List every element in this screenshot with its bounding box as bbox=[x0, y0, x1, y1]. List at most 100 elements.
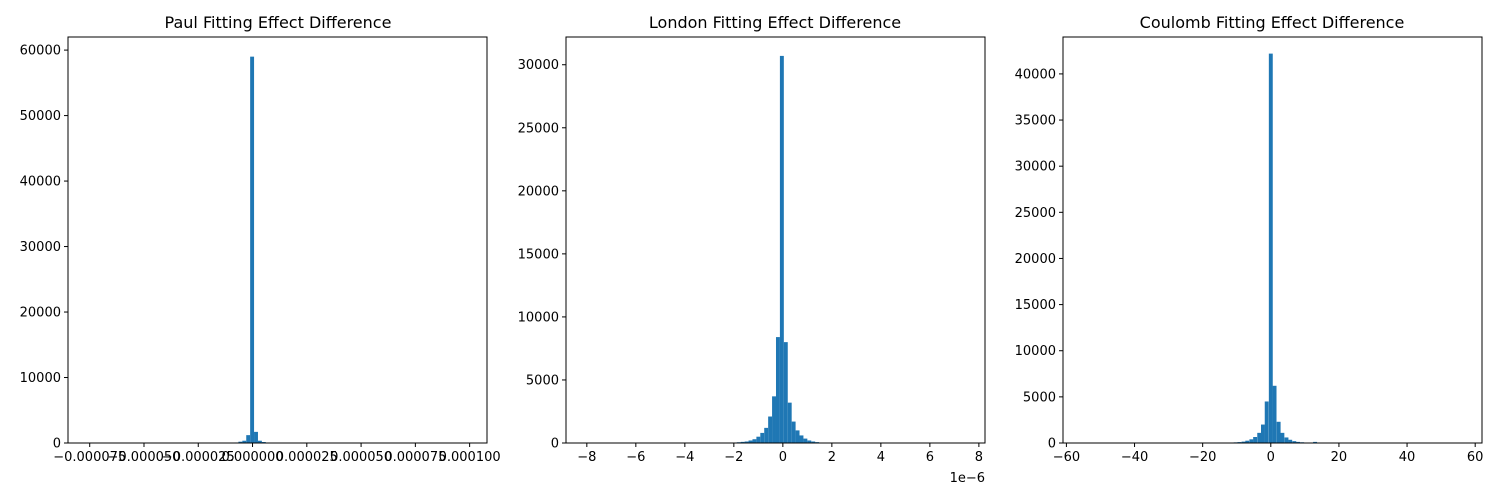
coulomb-y-tick-label: 30000 bbox=[1015, 160, 1056, 175]
coulomb-x-tick-label: −40 bbox=[1121, 450, 1148, 465]
paul-y-tick-label: 10000 bbox=[20, 371, 61, 386]
london-bar-17 bbox=[795, 430, 800, 443]
coulomb-x-tick-label: 0 bbox=[1267, 450, 1275, 465]
coulomb-bar-4 bbox=[1245, 440, 1250, 443]
london-x-axis-ticks: −8 −6 −4 −2 0 2 4 6 8 bbox=[577, 443, 983, 465]
coulomb-bar-10 bbox=[1268, 53, 1273, 444]
paul-bar-6 bbox=[257, 440, 262, 443]
london-x-tick-label: 8 bbox=[975, 450, 983, 465]
paul-histogram-panel: Paul Fitting Effect Difference −0.000075… bbox=[20, 13, 501, 465]
london-x-tick-label: −6 bbox=[626, 450, 645, 465]
paul-bar-3 bbox=[246, 435, 251, 443]
paul-x-axis-ticks: −0.000075−0.000050−0.0000250.0000000.000… bbox=[53, 443, 501, 465]
paul-y-tick-label: 20000 bbox=[20, 306, 61, 321]
london-x-tick-label: 4 bbox=[877, 450, 885, 465]
paul-x-tick-label: 0.000075 bbox=[384, 450, 446, 465]
paul-x-tick-label: −0.000050 bbox=[108, 450, 181, 465]
coulomb-x-tick-label: 40 bbox=[1399, 450, 1416, 465]
coulomb-bar-5 bbox=[1249, 439, 1254, 443]
london-y-axis-ticks: 0 5000 10000 15000 20000 25000 30000 bbox=[518, 58, 566, 452]
london-x-tick-label: 2 bbox=[828, 450, 836, 465]
london-x-tick-label: −4 bbox=[675, 450, 694, 465]
paul-y-tick-label: 60000 bbox=[20, 44, 61, 59]
london-chart-title: London Fitting Effect Difference bbox=[649, 13, 901, 32]
paul-y-tick-label: 40000 bbox=[20, 175, 61, 190]
london-bar-16 bbox=[791, 421, 796, 443]
paul-plot-frame bbox=[67, 36, 488, 444]
london-x-tick-label: −2 bbox=[724, 450, 743, 465]
coulomb-y-axis-ticks: 0 5000 10000 15000 20000 25000 30000 35000 40000 bbox=[1015, 67, 1063, 452]
coulomb-bar-15 bbox=[1288, 439, 1293, 443]
coulomb-plot-frame bbox=[1062, 36, 1483, 444]
coulomb-y-tick-label: 35000 bbox=[1015, 114, 1056, 129]
london-bar-11 bbox=[772, 396, 776, 443]
paul-y-axis-ticks: 0 10000 20000 30000 40000 50000 60000 bbox=[20, 44, 68, 452]
london-plot-frame bbox=[565, 36, 986, 444]
london-bar-20 bbox=[807, 440, 812, 443]
london-bar-7 bbox=[756, 436, 761, 443]
paul-y-tick-label: 50000 bbox=[20, 109, 61, 124]
coulomb-y-tick-label: 40000 bbox=[1015, 67, 1056, 82]
london-bar-18 bbox=[799, 435, 804, 443]
london-histogram-panel: London Fitting Effect Difference −8 −6 −4−… bbox=[518, 13, 986, 486]
coulomb-bar-17 bbox=[1296, 441, 1301, 443]
coulomb-bar-6 bbox=[1253, 437, 1258, 443]
london-bar-10 bbox=[768, 416, 773, 443]
london-bar-21 bbox=[811, 441, 816, 443]
paul-x-tick-label: 0.000050 bbox=[330, 450, 392, 465]
paul-bar-4 bbox=[250, 56, 255, 444]
london-bar-8 bbox=[760, 432, 765, 443]
paul-x-tick-label: 0.000000 bbox=[222, 450, 284, 465]
london-bar-9 bbox=[764, 427, 769, 443]
coulomb-y-tick-label: 25000 bbox=[1015, 206, 1056, 221]
coulomb-chart-title: Coulomb Fitting Effect Difference bbox=[1140, 13, 1405, 32]
coulomb-bar-11 bbox=[1272, 385, 1277, 443]
london-bar-4 bbox=[744, 441, 749, 443]
coulomb-bar-14 bbox=[1284, 437, 1289, 443]
london-x-tick-label: −8 bbox=[577, 450, 596, 465]
coulomb-y-tick-label: 0 bbox=[1048, 437, 1056, 452]
paul-chart-title: Paul Fitting Effect Difference bbox=[165, 13, 392, 32]
london-bar-15 bbox=[787, 402, 792, 443]
london-bar-3 bbox=[740, 441, 745, 443]
paul-x-tick-label: −0.000075 bbox=[53, 450, 126, 465]
coulomb-bar-9 bbox=[1264, 401, 1269, 443]
london-bar-19 bbox=[803, 438, 808, 443]
coulomb-y-tick-label: 5000 bbox=[1023, 390, 1056, 405]
coulomb-x-axis-ticks: −60 −40 −20 0 20 40 60 bbox=[1053, 443, 1483, 465]
london-bar-6 bbox=[752, 439, 757, 443]
london-y-tick-label: 30000 bbox=[518, 58, 559, 73]
london-x-tick-label: 0 bbox=[779, 450, 787, 465]
london-bar-12 bbox=[775, 337, 780, 443]
london-y-tick-label: 20000 bbox=[518, 184, 559, 199]
coulomb-bar-13 bbox=[1280, 432, 1285, 443]
coulomb-x-tick-label: −60 bbox=[1053, 450, 1080, 465]
coulomb-bar-7 bbox=[1257, 432, 1262, 443]
london-y-tick-label: 15000 bbox=[518, 247, 559, 262]
london-bar-13 bbox=[779, 55, 784, 443]
coulomb-bar-16 bbox=[1292, 441, 1297, 443]
london-bar-14 bbox=[783, 342, 788, 443]
london-x-scale-label: 1e−6 bbox=[950, 471, 985, 486]
coulomb-x-tick-label: −20 bbox=[1189, 450, 1216, 465]
london-bar-5 bbox=[748, 440, 753, 443]
paul-x-tick-label: 0.000025 bbox=[276, 450, 338, 465]
paul-bar-5 bbox=[254, 431, 258, 443]
london-bars bbox=[728, 55, 827, 443]
paul-x-tick-label: 0.000100 bbox=[439, 450, 501, 465]
coulomb-bar-8 bbox=[1261, 424, 1265, 443]
london-y-tick-label: 10000 bbox=[518, 310, 559, 325]
coulomb-histogram-panel: Coulomb Fitting Effect Difference −60 −40… bbox=[1015, 13, 1484, 465]
coulomb-y-tick-label: 20000 bbox=[1015, 252, 1056, 267]
london-x-tick-label: 6 bbox=[926, 450, 934, 465]
london-y-tick-label: 0 bbox=[551, 437, 559, 452]
paul-bar-2 bbox=[242, 440, 247, 443]
coulomb-y-tick-label: 10000 bbox=[1015, 344, 1056, 359]
coulomb-y-tick-label: 15000 bbox=[1015, 298, 1056, 313]
coulomb-bar-21 bbox=[1313, 441, 1318, 443]
coulomb-bar-3 bbox=[1241, 441, 1246, 443]
london-y-tick-label: 5000 bbox=[526, 373, 559, 388]
coulomb-bar-12 bbox=[1276, 421, 1281, 443]
